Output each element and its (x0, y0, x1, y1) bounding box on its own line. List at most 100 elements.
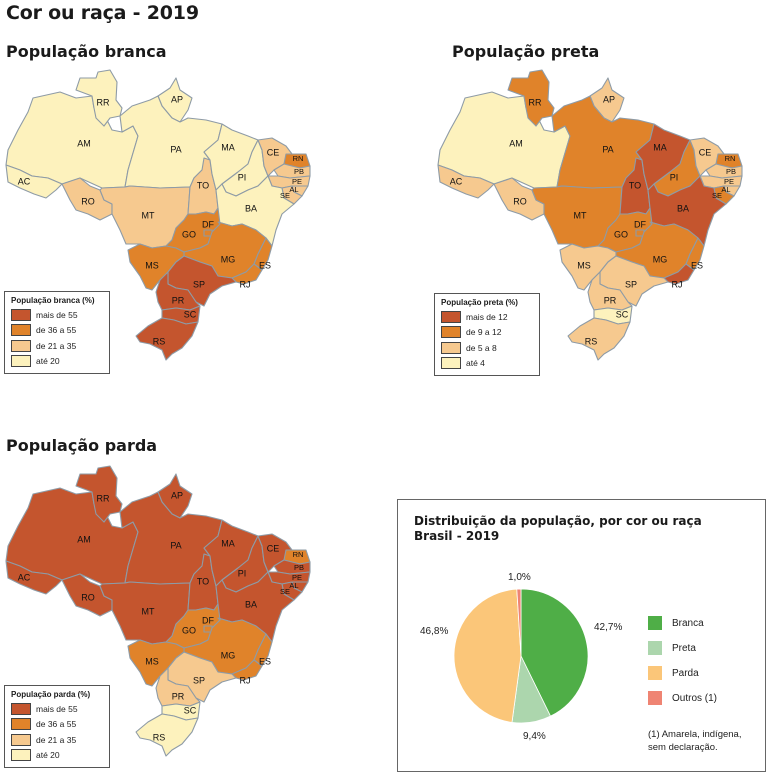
legend-swatch (11, 308, 31, 321)
state-label-mg: MG (653, 254, 668, 264)
state-label-pe: PE (724, 177, 734, 186)
legend-swatch (441, 310, 461, 323)
pie-chart (453, 588, 589, 724)
state-label-se: SE (712, 191, 722, 200)
legend-label: de 21 a 35 (36, 340, 77, 351)
state-label-ro: RO (81, 196, 95, 206)
state-label-rs: RS (585, 336, 598, 346)
state-label-pa: PA (170, 144, 181, 154)
state-label-mg: MG (221, 650, 236, 660)
map-title-parda: População parda (6, 436, 158, 455)
state-label-ba: BA (245, 599, 257, 609)
state-label-mt: MT (142, 210, 155, 220)
pie-legend-parda: Parda (648, 666, 699, 680)
state-label-to: TO (197, 180, 209, 190)
legend-label: de 36 a 55 (36, 719, 77, 730)
state-label-sp: SP (625, 279, 637, 289)
legend-label: Preta (672, 642, 696, 654)
state-label-rj: RJ (240, 675, 251, 685)
state-label-am: AM (77, 138, 91, 148)
state-ac (437, 164, 495, 199)
legend-label: até 4 (466, 358, 485, 369)
legend-title: População preta (%) (441, 298, 518, 307)
state-label-pi: PI (670, 172, 679, 182)
map-title-branca: População branca (6, 42, 167, 61)
legend-label: de 36 a 55 (36, 325, 77, 336)
state-label-pr: PR (172, 295, 185, 305)
state-label-pb: PB (294, 563, 304, 572)
legend-swatch (648, 641, 662, 655)
state-label-go: GO (182, 229, 196, 239)
pie-label-outros: 1,0% (508, 572, 531, 583)
state-ac (5, 560, 63, 595)
state-label-es: ES (259, 656, 271, 666)
state-label-ac: AC (18, 572, 31, 582)
legend-item: de 21 a 35 (11, 732, 103, 748)
state-rs (567, 317, 631, 361)
pie-title-line2: Brasil - 2019 (414, 529, 500, 543)
state-label-al: AL (289, 581, 298, 590)
legend-swatch (648, 666, 662, 680)
pie-legend-outros: Outros (1) (648, 691, 717, 705)
state-label-go: GO (614, 229, 628, 239)
state-label-pr: PR (604, 295, 617, 305)
legend-swatch (11, 324, 31, 337)
legend-label: mais de 55 (36, 309, 78, 320)
state-label-go: GO (182, 625, 196, 635)
legend-swatch (11, 718, 31, 731)
legend-item: de 36 a 55 (11, 717, 103, 733)
legend-swatch (648, 691, 662, 705)
state-label-ro: RO (513, 196, 527, 206)
legend-swatch (11, 749, 31, 762)
legend-label: de 21 a 35 (36, 734, 77, 745)
state-label-rr: RR (97, 493, 110, 503)
state-label-ce: CE (267, 543, 280, 553)
state-label-se: SE (280, 587, 290, 596)
state-label-ba: BA (245, 203, 257, 213)
state-label-mg: MG (221, 254, 236, 264)
state-label-rs: RS (153, 732, 166, 742)
state-label-mt: MT (142, 606, 155, 616)
legend-item: de 9 a 12 (441, 325, 533, 341)
legend-item: de 5 a 8 (441, 340, 533, 356)
state-label-ma: MA (653, 142, 667, 152)
state-label-ce: CE (267, 147, 280, 157)
legend-preta: População preta (%) mais de 12 de 9 a 12… (434, 293, 540, 376)
state-label-rr: RR (529, 97, 542, 107)
state-label-rn: RN (293, 550, 304, 559)
legend-label: Branca (672, 617, 704, 629)
legend-parda: População parda (%) mais de 55 de 36 a 5… (4, 685, 110, 768)
legend-item: até 20 (11, 748, 103, 764)
state-label-pr: PR (172, 691, 185, 701)
pie-slice-branca (520, 588, 589, 717)
state-label-ma: MA (221, 538, 235, 548)
state-label-pb: PB (294, 167, 304, 176)
state-label-ba: BA (677, 203, 689, 213)
legend-item: até 4 (441, 356, 533, 372)
state-label-pa: PA (170, 540, 181, 550)
state-label-sc: SC (184, 309, 197, 319)
state-label-ac: AC (18, 176, 31, 186)
state-label-am: AM (77, 534, 91, 544)
pie-slice-parda (453, 588, 522, 723)
pie-slice-outros (516, 588, 522, 657)
state-label-rj: RJ (672, 279, 683, 289)
legend-item: mais de 12 (441, 309, 533, 325)
legend-label: até 20 (36, 356, 60, 367)
state-label-al: AL (721, 185, 730, 194)
legend-label: Outros (1) (672, 692, 718, 704)
state-label-df: DF (634, 219, 646, 229)
pie-label-branca: 42,7% (594, 622, 623, 633)
legend-swatch (11, 355, 31, 368)
state-label-sc: SC (184, 705, 197, 715)
state-label-pe: PE (292, 573, 302, 582)
legend-item: até 20 (11, 354, 103, 370)
state-label-ap: AP (171, 490, 183, 500)
state-label-pe: PE (292, 177, 302, 186)
state-label-df: DF (202, 615, 214, 625)
pie-slices (453, 588, 589, 724)
state-label-ms: MS (145, 260, 159, 270)
legend-label: de 9 a 12 (466, 327, 502, 338)
state-label-sc: SC (616, 309, 629, 319)
